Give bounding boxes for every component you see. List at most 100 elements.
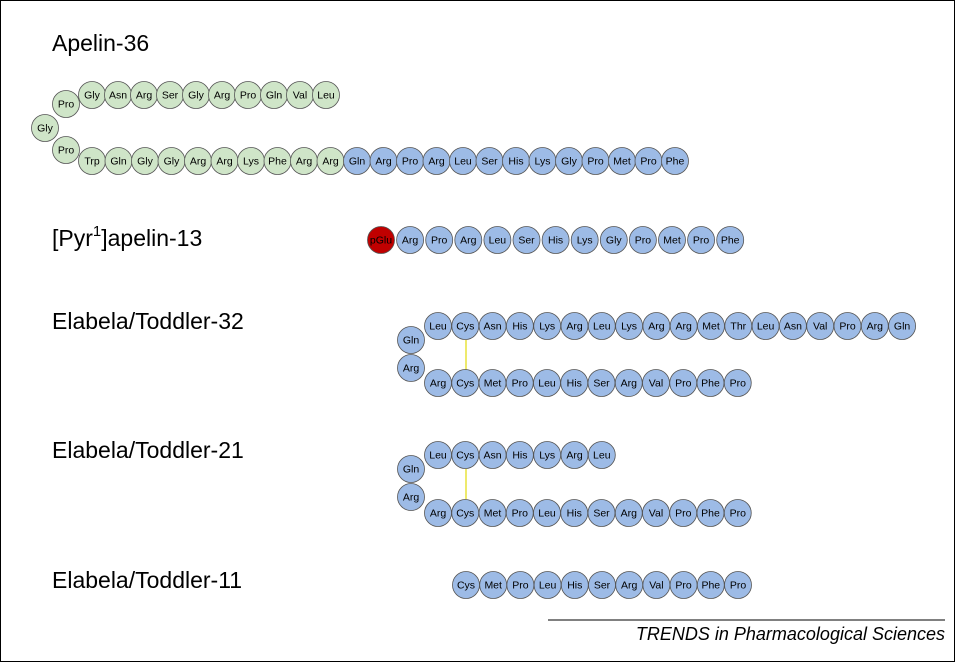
residue <box>312 81 340 109</box>
residue-label: His <box>512 449 527 461</box>
residue-label: Met <box>484 377 502 389</box>
residue-label: Arg <box>621 377 638 389</box>
residue-label: Ser <box>593 377 610 389</box>
residue-label: Cys <box>457 579 475 591</box>
peptide-name: Apelin-36 <box>52 30 149 56</box>
residue-label: Pro <box>402 155 419 167</box>
residue-label: Thr <box>730 320 746 332</box>
residue-label: Pro <box>675 377 692 389</box>
residue-label: Ser <box>593 507 610 519</box>
residue-label: Phe <box>268 155 287 167</box>
name-prefix: [Pyr <box>52 225 93 251</box>
residue-label: Lys <box>243 155 259 167</box>
residue-label: Leu <box>429 320 447 332</box>
residue-label: Pro <box>512 579 529 591</box>
residue-label: Lys <box>535 155 551 167</box>
residue <box>687 226 715 254</box>
residue-label: Arg <box>402 234 419 246</box>
residue <box>397 354 425 382</box>
residue-label: Asn <box>784 320 802 332</box>
residue-label: Leu <box>317 89 335 101</box>
residue-label: Gln <box>403 463 420 475</box>
residue <box>599 226 628 254</box>
residue-label: Leu <box>593 320 611 332</box>
residue-label: Val <box>293 89 307 101</box>
residue-label: His <box>508 155 523 167</box>
residue <box>397 455 425 483</box>
residue-label: Phe <box>721 234 740 246</box>
residue-label: His <box>567 377 582 389</box>
residue-label: Leu <box>538 507 556 519</box>
residue-label: Lys <box>539 320 555 332</box>
residue <box>52 90 80 118</box>
residue-label: Gly <box>606 234 623 246</box>
residue-label: Trp <box>84 155 100 167</box>
residue-label: His <box>548 234 563 246</box>
residue-label: Val <box>649 579 663 591</box>
residue <box>661 147 689 175</box>
residue-label: Leu <box>538 377 556 389</box>
residue <box>629 226 657 254</box>
residue-label: His <box>567 579 582 591</box>
residue-label: Arg <box>216 155 233 167</box>
residue-label: Val <box>649 377 663 389</box>
residue-label: Arg <box>375 155 392 167</box>
residue-label: Leu <box>489 234 507 246</box>
residue-label: Asn <box>484 320 502 332</box>
residue-label: Pro <box>240 89 257 101</box>
name-suffix: ]apelin-13 <box>101 225 202 251</box>
residue-label: Pro <box>730 507 747 519</box>
residue <box>723 369 752 397</box>
residue-label: Asn <box>484 449 502 461</box>
residue <box>723 499 752 527</box>
residue-label: Phe <box>701 377 720 389</box>
residue <box>716 226 745 254</box>
residue-label: Gln <box>349 155 366 167</box>
residue-label: His <box>512 320 527 332</box>
residue-label: Phe <box>701 579 720 591</box>
footer: TRENDS in Pharmacological Sciences <box>636 624 945 644</box>
residue-label: Arg <box>296 155 313 167</box>
residue-label: Leu <box>593 449 611 461</box>
residue-label: Arg <box>676 320 693 332</box>
residue-label: Leu <box>539 579 557 591</box>
residue-label: Gly <box>84 89 101 101</box>
residue-label: Met <box>484 507 502 519</box>
residue <box>397 326 425 354</box>
residue-label: Lys <box>621 320 637 332</box>
residue-label: Arg <box>566 320 583 332</box>
residue-label: Asn <box>109 89 127 101</box>
residue <box>483 226 512 254</box>
residue-label: Gly <box>188 89 205 101</box>
residue-label: Met <box>663 234 681 246</box>
residue-label: Gln <box>266 89 283 101</box>
residue-label: Arg <box>430 377 447 389</box>
residue-label: Val <box>813 320 827 332</box>
peptide-name: Elabela/Toddler-11 <box>52 567 242 593</box>
residue <box>512 226 541 254</box>
residue-label: Pro <box>512 507 529 519</box>
residue <box>52 136 80 164</box>
residue <box>396 226 425 254</box>
residue-label: Gln <box>894 320 911 332</box>
peptide-name: [Pyr1]apelin-13 <box>52 223 202 251</box>
residue-label: Pro <box>693 234 710 246</box>
residue-label: Arg <box>460 234 477 246</box>
residue <box>570 226 599 254</box>
residue-label: Gln <box>403 334 420 346</box>
residue-label: Met <box>613 155 631 167</box>
residue-label: Gln <box>110 155 127 167</box>
residue-label: Ser <box>481 155 498 167</box>
residue-label: Arg <box>621 579 638 591</box>
residue-label: Pro <box>675 507 692 519</box>
name-sup: 1 <box>93 223 101 240</box>
residue-label: His <box>567 507 582 519</box>
residue-label: Phe <box>701 507 720 519</box>
residue <box>541 226 570 254</box>
residue <box>31 114 59 142</box>
residue-label: Arg <box>430 507 447 519</box>
residue-label: Pro <box>58 98 75 110</box>
residue-label: Cys <box>456 320 474 332</box>
residue-label: Arg <box>621 507 638 519</box>
